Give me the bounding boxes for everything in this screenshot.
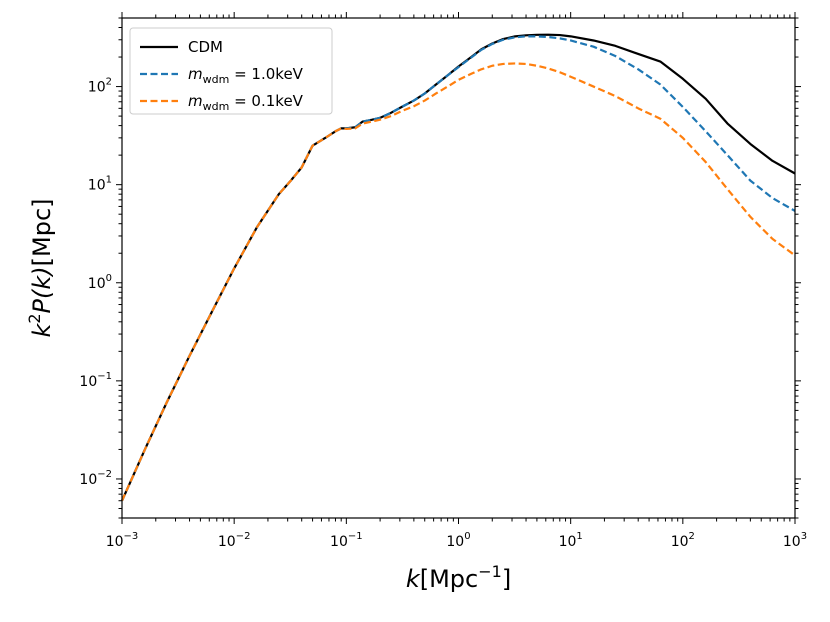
x-tick-label: 10−3 [106,531,139,550]
x-tick-label: 100 [446,531,470,550]
series-line-2 [120,62,796,502]
y-tick-label: 100 [88,273,112,292]
y-tick-label: 10−2 [79,469,112,488]
y-axis-title: k2P(k)[Mpc] [25,198,56,337]
series-lines [120,33,796,502]
x-tick-label: 101 [559,531,583,550]
series-line-1 [120,35,796,502]
legend-label-cdm: CDM [188,38,223,56]
tick-labels: 10−3 10−2 10−1 100 101 102 103 10−2 10−1 100 101 10… [79,77,807,550]
x-axis-title: k[Mpc−1] [406,562,511,593]
y-tick-label: 102 [88,77,112,96]
x-tick-label: 103 [783,531,807,550]
legend-label-wdm-1kev: mwdm = 1.0keV [188,65,304,86]
y-tick-label: 10−1 [79,371,112,390]
x-tick-label: 102 [671,531,695,550]
y-tick-label: 101 [88,175,112,194]
legend-box [129,27,333,115]
x-tick-label: 10−2 [218,531,251,550]
legend-label-wdm-0p1kev: mwdm = 0.1keV [188,92,304,113]
x-tick-label: 10−1 [330,531,363,550]
plot-frame [121,17,796,519]
legend: CDM mwdm = 1.0keV mwdm = 0.1keV [129,27,333,115]
